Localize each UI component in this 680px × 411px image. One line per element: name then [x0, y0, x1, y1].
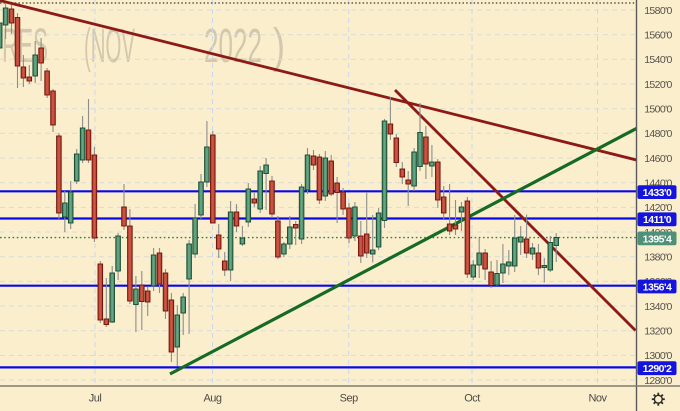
svg-text:RES: RES	[2, 20, 48, 73]
svg-text:1460'0: 1460'0	[644, 153, 672, 165]
svg-text:1420'0: 1420'0	[644, 202, 672, 214]
svg-text:1380'0: 1380'0	[644, 252, 672, 264]
svg-text:Sep: Sep	[340, 393, 358, 405]
svg-text:1340'0: 1340'0	[644, 301, 672, 313]
svg-text:1280'0: 1280'0	[644, 375, 672, 387]
svg-text:1580'0: 1580'0	[644, 5, 672, 17]
svg-text:Nov: Nov	[588, 393, 607, 405]
svg-text:1433'0: 1433'0	[643, 187, 672, 199]
svg-text:1300'0: 1300'0	[644, 350, 672, 362]
svg-text:): )	[273, 20, 285, 73]
svg-text:1540'0: 1540'0	[644, 54, 672, 66]
svg-text:1395'4: 1395'4	[643, 233, 672, 245]
svg-text:1290'2: 1290'2	[643, 363, 672, 375]
svg-text:Oct: Oct	[464, 393, 480, 405]
svg-text:1480'0: 1480'0	[644, 128, 672, 140]
svg-text:1520'0: 1520'0	[644, 79, 672, 91]
svg-text:1320'0: 1320'0	[644, 326, 672, 338]
svg-text:Aug: Aug	[203, 393, 221, 405]
svg-text:1560'0: 1560'0	[644, 30, 672, 42]
svg-text:Jul: Jul	[89, 393, 102, 405]
svg-text:1411'0: 1411'0	[643, 214, 672, 226]
svg-text:1500'0: 1500'0	[644, 104, 672, 116]
svg-text:1356'4: 1356'4	[643, 281, 672, 293]
